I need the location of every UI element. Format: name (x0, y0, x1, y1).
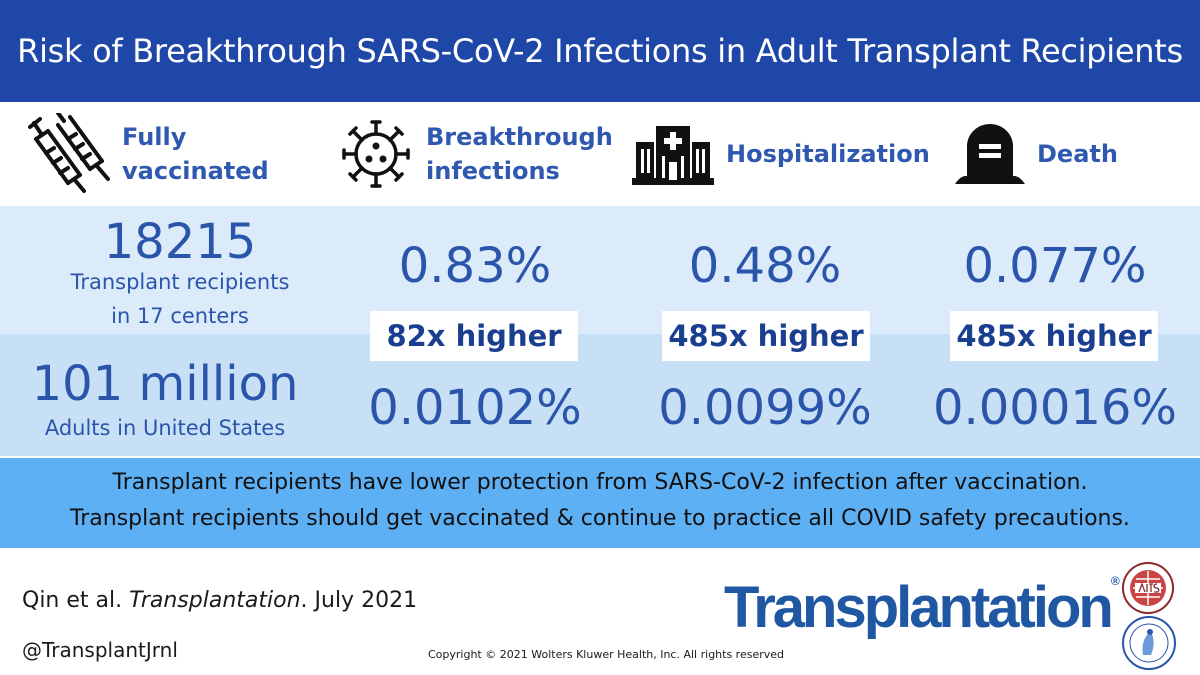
infection-ratio-badge: 82x higher (370, 311, 578, 361)
general-infection-rate: 0.0102% (368, 380, 582, 436)
journal-logo-text: Transplantation (724, 575, 1114, 640)
general-count: 101 million (31, 356, 299, 412)
category-label: Hospitalization (726, 140, 930, 168)
page-title: Risk of Breakthrough SARS-CoV-2 Infectio… (17, 32, 1183, 70)
message-band (0, 458, 1200, 548)
category-label: Breakthrough infections (426, 123, 613, 185)
citation-author: Qin et al. (22, 588, 130, 613)
category-vaccinated: Fully vaccinated (28, 102, 269, 206)
transplant-centers-label: in 17 centers (111, 304, 249, 328)
citation: Qin et al. Transplantation. July 2021 (22, 588, 417, 613)
category-label: Fully vaccinated (122, 123, 269, 185)
journal-logo: Transplantation® (724, 574, 1120, 641)
transplant-death-rate: 0.077% (963, 238, 1147, 294)
general-death-rate: 0.00016% (932, 380, 1178, 436)
citation-date: . July 2021 (300, 588, 418, 613)
category-row: Fully vaccinated (0, 102, 1200, 206)
citation-journal: Transplantation (129, 588, 301, 613)
message-line: Transplant recipients have lower protect… (112, 470, 1088, 495)
category-death: Death (955, 102, 1118, 206)
hospitalization-ratio-badge: 485x higher (662, 311, 870, 361)
death-ratio-badge: 485x higher (950, 311, 1158, 361)
message-line: Transplant recipients should get vaccina… (70, 506, 1130, 531)
transplant-infection-rate: 0.83% (398, 238, 552, 294)
syringes-icon (28, 113, 110, 195)
virus-icon (338, 116, 414, 192)
general-label: Adults in United States (44, 416, 286, 440)
transplant-label: Transplant recipients (70, 270, 290, 294)
society-seal-icon (1121, 561, 1175, 619)
hospital-icon (632, 122, 714, 186)
twitter-handle[interactable]: @TransplantJrnl (22, 638, 178, 662)
general-hospitalization-rate: 0.0099% (658, 380, 872, 436)
registered-mark: ® (1110, 574, 1120, 588)
category-breakthrough: Breakthrough infections (338, 102, 613, 206)
transplant-hospitalization-rate: 0.48% (688, 238, 842, 294)
title-banner: Risk of Breakthrough SARS-CoV-2 Infectio… (0, 0, 1200, 102)
copyright: Copyright © 2021 Wolters Kluwer Health, … (428, 648, 785, 661)
category-label: Death (1037, 140, 1118, 168)
tombstone-icon (955, 122, 1025, 186)
category-hospitalization: Hospitalization (632, 102, 930, 206)
transplantation-society-seal-icon (1121, 615, 1177, 675)
transplant-count: 18215 (103, 214, 257, 270)
